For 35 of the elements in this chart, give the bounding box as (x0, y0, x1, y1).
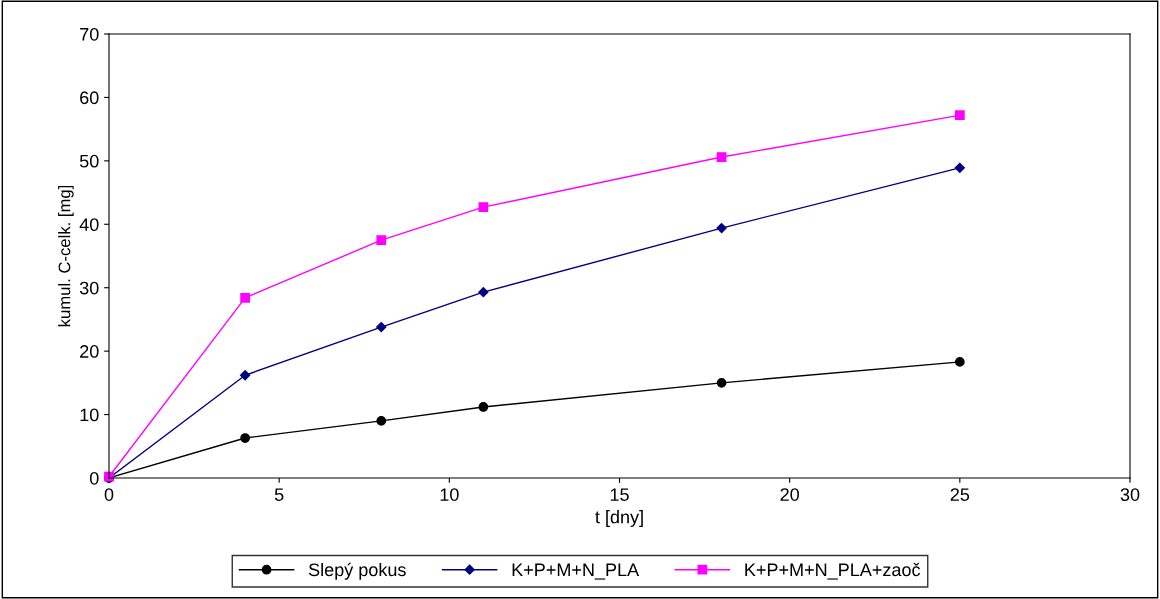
point (240, 433, 250, 443)
point (954, 357, 965, 367)
y-tick-label: 20 (80, 345, 99, 358)
legend-label: K+P+M+N_PLA (512, 563, 640, 580)
x-tick-label: 10 (440, 488, 459, 501)
point (478, 402, 489, 412)
point (478, 287, 489, 298)
legend-label: K+P+M+N_PLA+zaoč (745, 562, 921, 580)
y-tick-label: 70 (80, 27, 99, 41)
point (376, 235, 387, 246)
y-axis-title: kumul. C-celk. [mg] (58, 185, 74, 327)
x-axis-title: t [dny] (595, 510, 643, 527)
point (716, 222, 727, 234)
y-tick-label: 0 (89, 471, 99, 485)
point (478, 202, 489, 213)
y-tick-label: 50 (79, 154, 99, 168)
y-tick-label: 10 (80, 408, 99, 422)
point (240, 293, 250, 303)
x-tick-label: 25 (950, 488, 970, 501)
x-tick-label: 5 (274, 488, 284, 501)
x-tick-label: 0 (104, 488, 114, 501)
legend-label: Slepý pokus (308, 562, 406, 580)
y-tick-label: 30 (79, 281, 99, 295)
point (954, 162, 965, 173)
point (376, 416, 387, 426)
point (716, 377, 727, 388)
y-tick-label: 60 (80, 91, 99, 105)
x-tick-label: 20 (780, 488, 799, 501)
y-tick-label: 40 (79, 218, 99, 232)
x-tick-label: 30 (1120, 488, 1140, 501)
x-tick-label: 15 (610, 488, 629, 501)
point (716, 152, 727, 162)
point (240, 370, 251, 381)
point (954, 110, 965, 121)
point (376, 321, 387, 333)
